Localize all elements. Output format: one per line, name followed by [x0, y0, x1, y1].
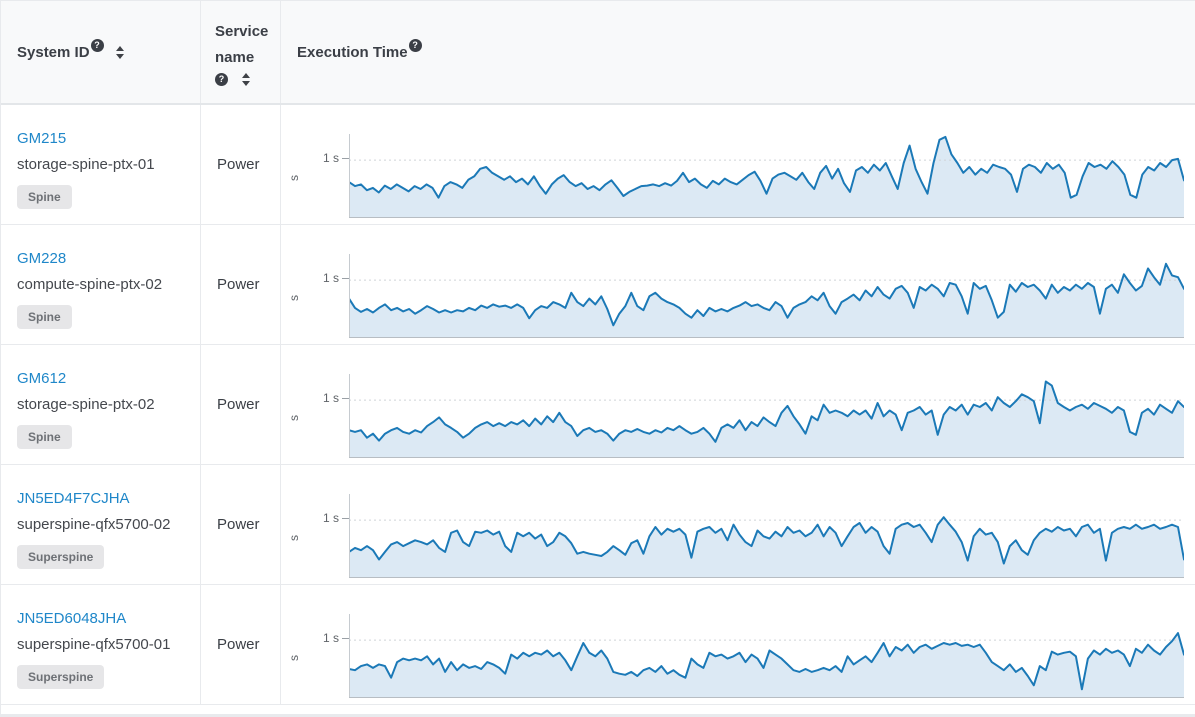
role-badge: Superspine	[17, 545, 105, 569]
help-icon[interactable]: ?	[215, 72, 228, 86]
y-axis-unit-label: s	[287, 175, 301, 181]
service-name-cell: Power	[201, 105, 281, 224]
column-label-execution-time: Execution Time	[297, 43, 408, 61]
execution-time-cell[interactable]: s 1 s	[281, 465, 1195, 584]
hostname: compute-spine-ptx-02	[17, 276, 163, 293]
tick-mark	[342, 157, 349, 159]
sort-asc-arrow-icon	[115, 45, 124, 51]
table-header: System ID ? Service name ? Execution Tim…	[1, 1, 1195, 105]
system-id-link[interactable]: GM228	[17, 250, 67, 267]
table-row: JN5ED4F7CJHA superspine-qfx5700-02 Super…	[1, 465, 1195, 585]
system-id-link[interactable]: JN5ED6048JHA	[17, 610, 127, 627]
execution-time-sparkline	[349, 614, 1184, 698]
table-row: GM215 storage-spine-ptx-01 Spine Power s…	[1, 105, 1195, 225]
system-id-cell: JN5ED6048JHA superspine-qfx5700-01 Super…	[1, 585, 201, 704]
table-row: GM228 compute-spine-ptx-02 Spine Power s…	[1, 225, 1195, 345]
system-id-cell: GM228 compute-spine-ptx-02 Spine	[1, 225, 201, 344]
system-id-link[interactable]: GM612	[17, 370, 67, 387]
sort-asc-arrow-icon	[242, 72, 250, 78]
service-name-cell: Power	[201, 345, 281, 464]
sort-desc-arrow-icon	[115, 53, 124, 59]
service-name: Power	[217, 276, 260, 293]
column-label-system-id: System ID	[17, 43, 90, 61]
help-icon[interactable]: ?	[408, 38, 422, 52]
system-id-link[interactable]: JN5ED4F7CJHA	[17, 490, 130, 507]
role-badge: Superspine	[17, 665, 105, 689]
y-axis-unit-label: s	[287, 655, 301, 661]
role-badge: Spine	[17, 425, 72, 449]
y-axis-tick-label: 1 s	[281, 391, 349, 405]
service-name-cell: Power	[201, 225, 281, 344]
hostname: superspine-qfx5700-01	[17, 636, 171, 653]
hostname: storage-spine-ptx-02	[17, 396, 155, 413]
column-header-system-id[interactable]: System ID ?	[1, 1, 201, 103]
service-name: Power	[217, 636, 260, 653]
system-id-cell: JN5ED4F7CJHA superspine-qfx5700-02 Super…	[1, 465, 201, 584]
system-id-cell: GM215 storage-spine-ptx-01 Spine	[1, 105, 201, 224]
execution-time-cell[interactable]: s 1 s	[281, 105, 1195, 224]
column-header-execution-time: Execution Time ?	[281, 1, 1195, 103]
table-bottom-divider	[1, 705, 1195, 717]
y-axis-tick-label: 1 s	[281, 511, 349, 525]
column-header-service-name[interactable]: Service name ?	[201, 1, 281, 103]
service-name: Power	[217, 156, 260, 173]
help-icon[interactable]: ?	[90, 38, 104, 52]
service-name: Power	[217, 396, 260, 413]
execution-time-sparkline	[349, 374, 1184, 458]
y-axis-unit-label: s	[287, 535, 301, 541]
y-axis-tick-label: 1 s	[281, 151, 349, 165]
execution-time-cell[interactable]: s 1 s	[281, 585, 1195, 704]
service-name: Power	[217, 516, 260, 533]
y-axis-unit-label: s	[287, 415, 301, 421]
table-row: JN5ED6048JHA superspine-qfx5700-01 Super…	[1, 585, 1195, 705]
execution-time-sparkline	[349, 134, 1184, 218]
tick-mark	[342, 397, 349, 399]
hostname: storage-spine-ptx-01	[17, 156, 155, 173]
role-badge: Spine	[17, 305, 72, 329]
execution-time-cell[interactable]: s 1 s	[281, 225, 1195, 344]
table-row: GM612 storage-spine-ptx-02 Spine Power s…	[1, 345, 1195, 465]
sort-icon[interactable]	[242, 72, 250, 86]
hostname: superspine-qfx5700-02	[17, 516, 171, 533]
column-label-service-name: Service name	[215, 22, 269, 66]
sort-desc-arrow-icon	[242, 80, 250, 86]
tick-mark	[342, 637, 349, 639]
execution-time-sparkline	[349, 254, 1184, 338]
y-axis-unit-label: s	[287, 295, 301, 301]
execution-time-cell[interactable]: s 1 s	[281, 345, 1195, 464]
tick-mark	[342, 517, 349, 519]
sort-icon[interactable]	[115, 45, 124, 59]
y-axis-tick-label: 1 s	[281, 271, 349, 285]
role-badge: Spine	[17, 185, 72, 209]
service-name-cell: Power	[201, 585, 281, 704]
y-axis-tick-label: 1 s	[281, 631, 349, 645]
system-id-cell: GM612 storage-spine-ptx-02 Spine	[1, 345, 201, 464]
system-id-link[interactable]: GM215	[17, 130, 67, 147]
service-name-cell: Power	[201, 465, 281, 584]
execution-time-sparkline	[349, 494, 1184, 578]
tick-mark	[342, 277, 349, 279]
